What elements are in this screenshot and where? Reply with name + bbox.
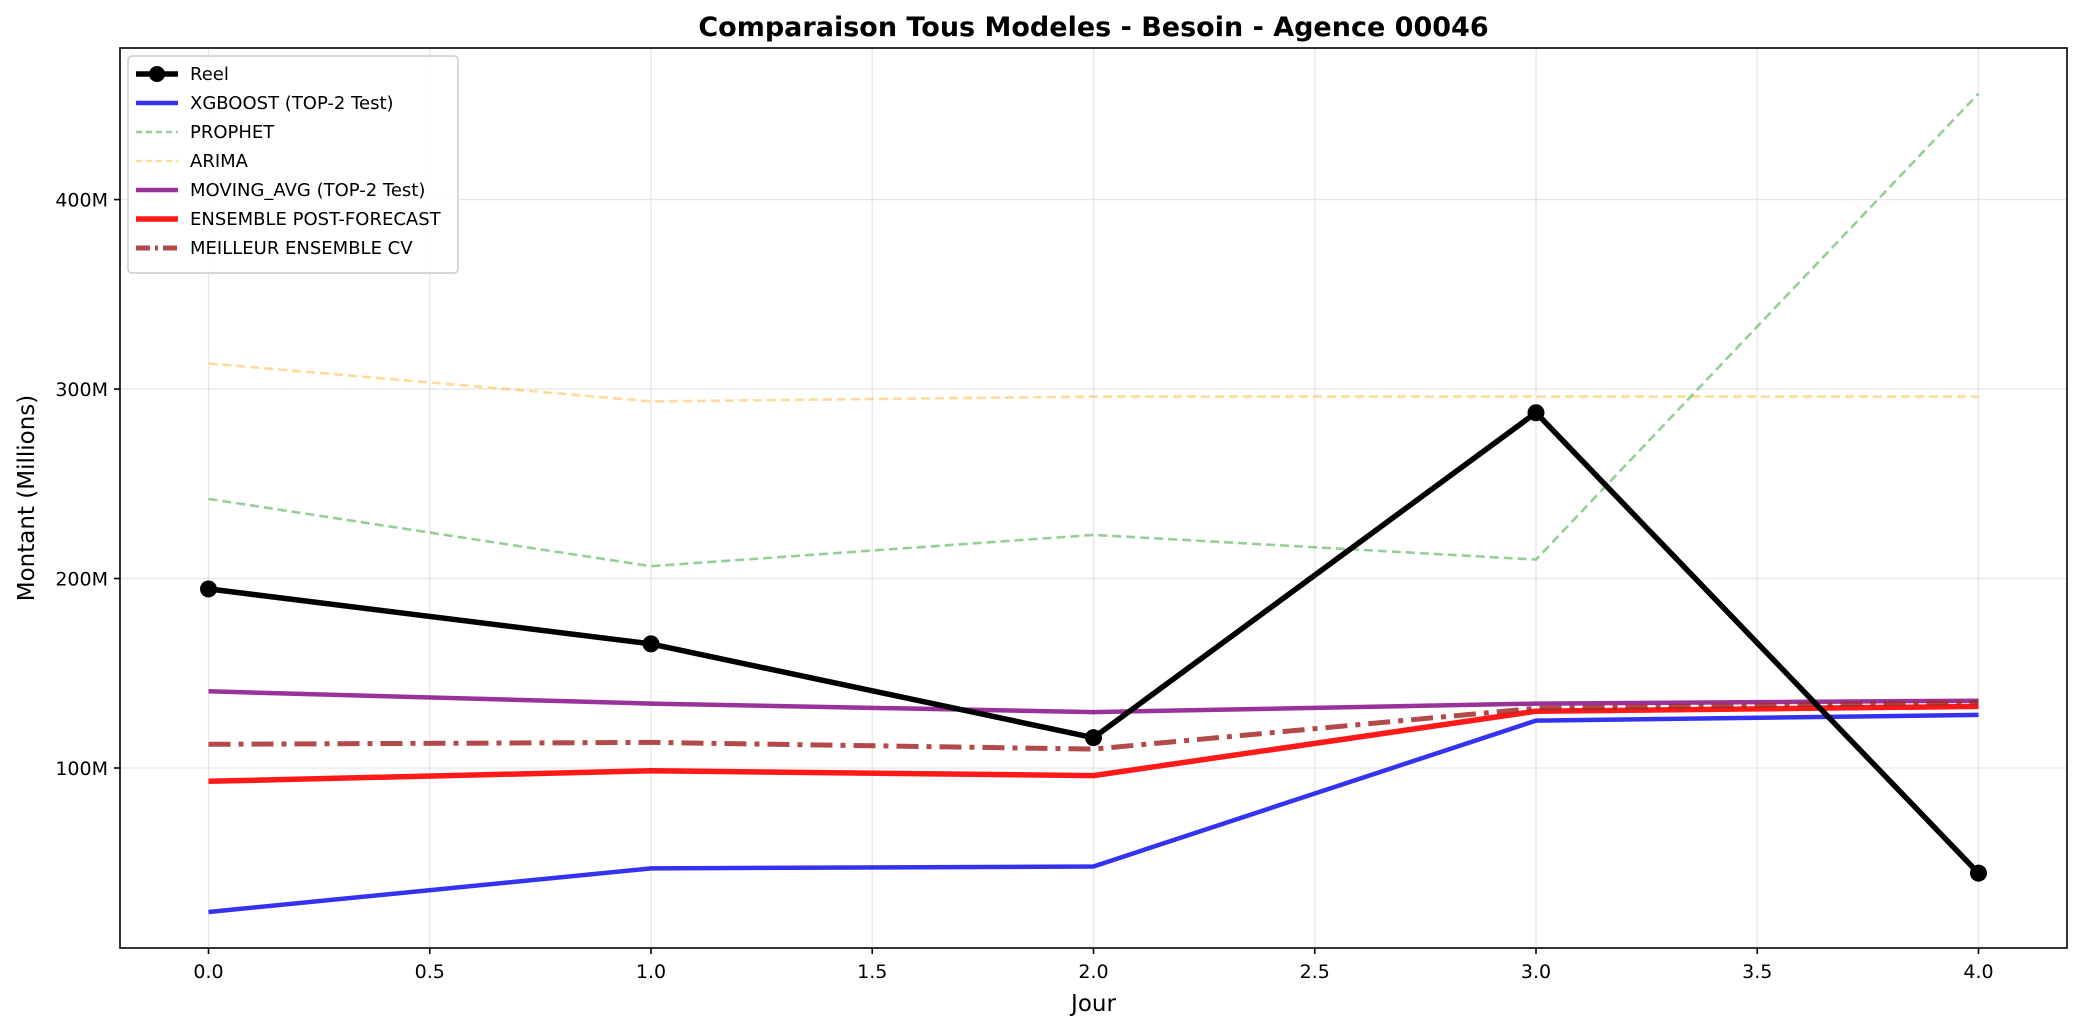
legend-marker bbox=[149, 66, 165, 82]
legend-item: PROPHET bbox=[136, 122, 275, 143]
series-4 bbox=[208, 689, 1979, 715]
series-2 bbox=[208, 92, 1980, 568]
legend-item: XGBOOST (TOP-2 Test) bbox=[136, 93, 394, 114]
series-line bbox=[208, 703, 1979, 785]
legend-box bbox=[127, 55, 459, 274]
legend-label: MEILLEUR ENSEMBLE CV bbox=[190, 238, 413, 259]
legend-label: ENSEMBLE POST-FORECAST bbox=[190, 209, 442, 230]
legend-label: XGBOOST (TOP-2 Test) bbox=[190, 93, 394, 114]
series-lines bbox=[200, 92, 1987, 915]
data-point bbox=[200, 580, 217, 598]
x-tick-label: 2.0 bbox=[1078, 961, 1108, 983]
x-tick-label: 0.0 bbox=[193, 961, 223, 983]
data-point bbox=[1527, 404, 1545, 422]
data-point bbox=[1970, 864, 1987, 882]
legend-label: MOVING_AVG (TOP-2 Test) bbox=[190, 180, 425, 201]
x-tick-label: 0.5 bbox=[415, 961, 445, 983]
legend-item: ARIMA bbox=[136, 151, 249, 172]
legend-label: PROPHET bbox=[190, 122, 275, 143]
series-line bbox=[208, 362, 1979, 403]
x-tick-label: 1.0 bbox=[636, 961, 666, 983]
x-tick-label: 1.5 bbox=[857, 961, 887, 983]
series-line bbox=[208, 700, 1979, 752]
y-axis-label: Montant (Millions) bbox=[14, 395, 40, 602]
axis-ticks: 0.0 0.5 1.0 1.5 2.0 2.5 3.0 3.5 4.0 100M 200M 300M 4… bbox=[55, 190, 1993, 983]
x-tick-label: 2.5 bbox=[1300, 961, 1330, 983]
series-0 bbox=[200, 404, 1987, 882]
series-line bbox=[208, 712, 1979, 915]
legend-label: Reel bbox=[190, 64, 229, 85]
y-tick-label: 300M bbox=[55, 379, 108, 401]
series-line bbox=[208, 92, 1980, 568]
chart-title: Comparaison Tous Modeles - Besoin - Agen… bbox=[698, 12, 1488, 43]
series-1 bbox=[208, 712, 1979, 915]
series-6 bbox=[208, 700, 1979, 752]
series-3 bbox=[208, 362, 1979, 403]
legend-label: ARIMA bbox=[190, 151, 249, 172]
grid bbox=[120, 48, 2067, 948]
legend-item: Reel bbox=[136, 64, 229, 85]
y-tick-label: 100M bbox=[55, 758, 108, 780]
x-axis-label: Jour bbox=[1069, 991, 1116, 1017]
data-point bbox=[642, 635, 660, 653]
y-tick-label: 200M bbox=[55, 569, 108, 591]
x-tick-label: 3.0 bbox=[1521, 961, 1551, 983]
legend-item: MEILLEUR ENSEMBLE CV bbox=[136, 238, 413, 259]
x-tick-label: 4.0 bbox=[1963, 961, 1993, 983]
legend: Reel XGBOOST (TOP-2 Test) PROPHET ARIMA MOVI… bbox=[127, 55, 459, 274]
legend-item: MOVING_AVG (TOP-2 Test) bbox=[136, 180, 425, 201]
series-line bbox=[208, 689, 1979, 715]
series-5 bbox=[208, 703, 1979, 785]
y-tick-label: 400M bbox=[55, 190, 108, 212]
data-point bbox=[1085, 729, 1102, 747]
x-tick-label: 3.5 bbox=[1742, 961, 1772, 983]
legend-item: ENSEMBLE POST-FORECAST bbox=[136, 209, 442, 230]
